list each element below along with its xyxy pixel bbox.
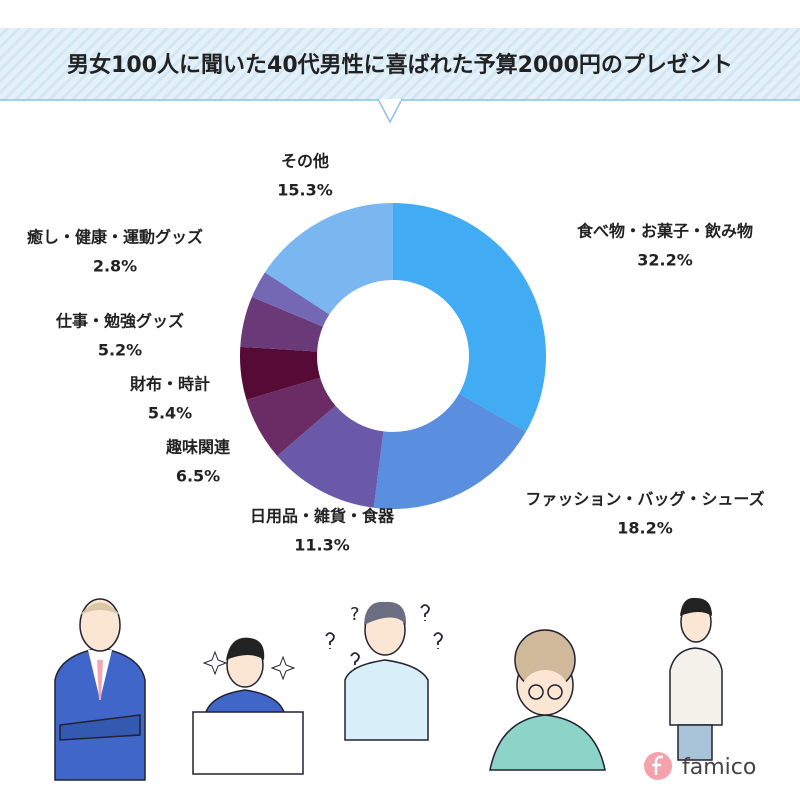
value-label: 5.4% — [148, 404, 192, 423]
category-label: 趣味関連 — [165, 438, 231, 457]
donut-segment — [277, 405, 384, 508]
value-label: 15.3% — [277, 181, 333, 200]
illustration: ? — [344, 601, 429, 741]
category-label: 日用品・雑貨・食器 — [250, 507, 395, 526]
donut — [239, 203, 546, 509]
logo-text: famico — [682, 755, 756, 780]
decoration — [433, 632, 443, 649]
illustrations: ? — [54, 597, 723, 781]
illustration — [54, 598, 146, 781]
donut-segment — [240, 296, 323, 352]
category-label: 食べ物・お菓子・飲み物 — [576, 222, 753, 241]
illustration — [489, 629, 606, 771]
labels: 食べ物・お菓子・飲み物 32.2% ファッション・バッグ・シューズ 18.2% 日用品・… — [27, 152, 765, 555]
donut-segment — [251, 272, 330, 327]
category-label: 財布・時計 — [130, 375, 210, 394]
donut-segment — [373, 393, 526, 509]
decoration — [325, 632, 335, 649]
illustration — [669, 597, 723, 761]
decoration: ? — [350, 604, 360, 625]
donut-segment — [393, 203, 546, 432]
donut-segment — [264, 203, 393, 315]
category-label: その他 — [281, 152, 329, 171]
value-label: 5.2% — [98, 341, 142, 360]
value-label: 6.5% — [176, 467, 220, 486]
category-label: ファッション・バッグ・シューズ — [525, 490, 764, 509]
value-label: 18.2% — [617, 519, 673, 538]
category-label: 癒し・健康・運動グッズ — [27, 228, 203, 247]
donut-segment — [239, 346, 321, 400]
chart-title: 男女100人に聞いた40代男性に喜ばれた予算2000円のプレゼント — [67, 52, 733, 78]
decoration — [350, 652, 360, 669]
value-label: 11.3% — [294, 536, 350, 555]
logo: famico — [644, 752, 756, 780]
value-label: 32.2% — [637, 251, 693, 270]
donut-segment — [246, 377, 336, 456]
title-banner — [0, 28, 800, 124]
decoration — [420, 604, 430, 621]
illustration — [192, 637, 304, 775]
value-label: 2.8% — [93, 257, 137, 276]
category-label: 仕事・勉強グッズ — [55, 312, 184, 331]
